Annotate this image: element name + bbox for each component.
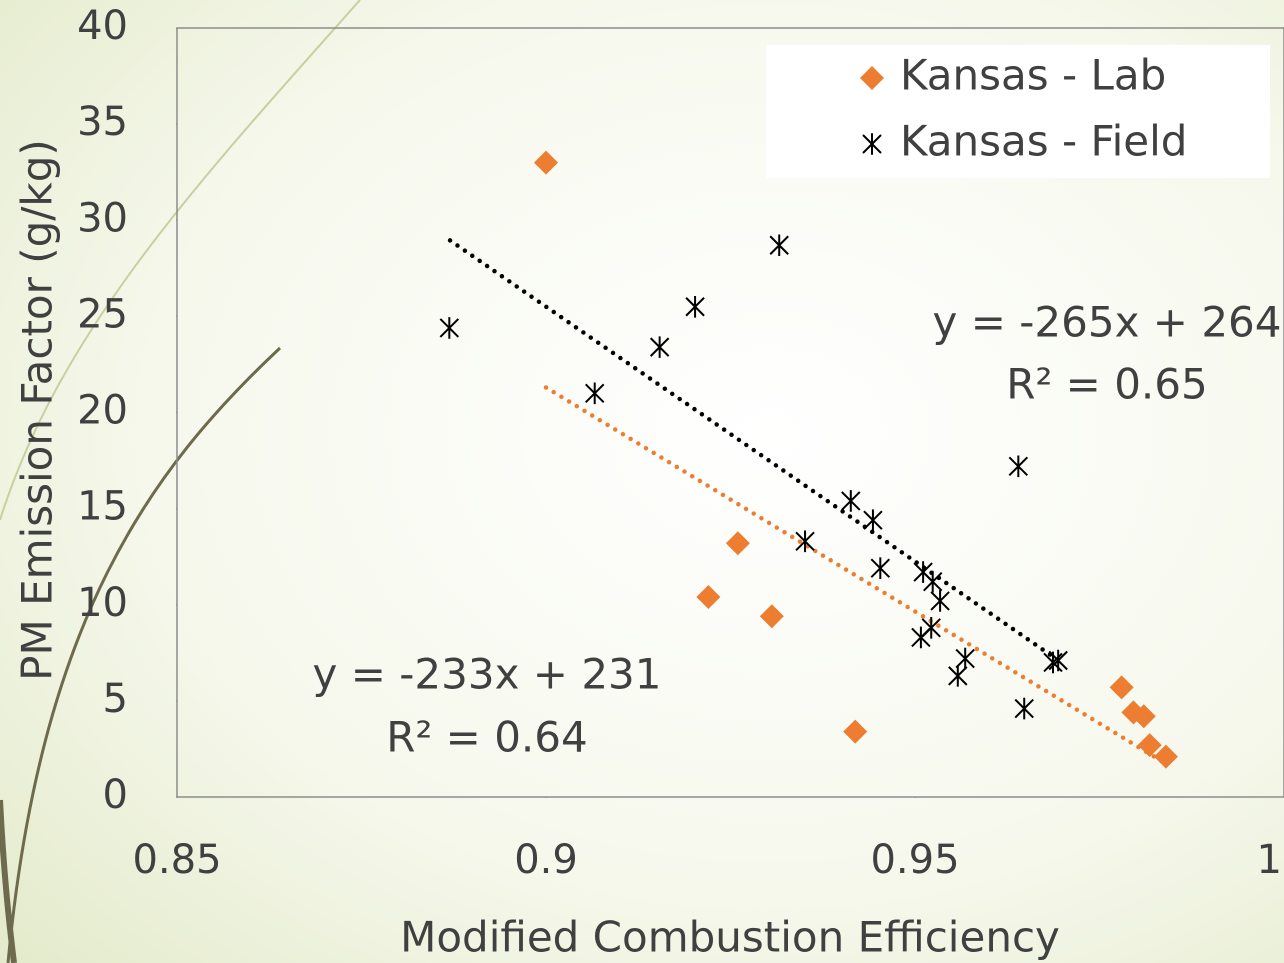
point [1109,675,1134,700]
point [439,317,460,339]
trendline-r2: R² = 0.65 [1006,360,1207,409]
point [795,530,815,553]
x-tick-label: 0.85 [132,837,221,883]
decor-curve [0,799,17,963]
x-tick-label: 1 [1257,837,1282,883]
y-tick-label: 15 [77,484,128,530]
trendline-equation: y = -265x + 264 [933,298,1282,347]
point [921,617,941,639]
point [1153,744,1178,769]
point [955,647,975,670]
point [649,336,670,358]
point [685,295,705,318]
legend-box [766,45,1270,178]
x-axis-title: Modified Combustion Efficiency [400,913,1060,962]
y-tick-label: 25 [77,291,128,337]
point [1008,455,1029,478]
y-tick-label: 5 [103,676,128,722]
point [923,570,943,593]
trendline-equation: y = -233x + 231 [313,650,662,699]
y-tick-label: 40 [77,3,128,49]
point [769,234,789,257]
trendline-r2: R² = 0.64 [386,713,587,762]
y-tick-label: 30 [77,195,128,241]
point [1048,649,1068,672]
legend-label: Kansas - Lab [900,51,1166,100]
point [1131,704,1156,729]
point [863,509,883,531]
legend-label: Kansas - Field [900,117,1187,166]
point [534,150,558,175]
point [948,665,968,687]
decor-curve [0,0,361,521]
point [841,490,861,512]
point [843,719,868,744]
decor-curve [6,346,282,963]
point [725,531,750,556]
legend: Kansas - Lab Kansas - Field [766,45,1270,178]
point [1137,733,1162,758]
legend-marker [862,133,882,155]
y-tick-label: 0 [103,772,128,818]
y-axis-title: PM Emission Factor (g/kg) [13,139,62,681]
trendline [447,238,1058,661]
x-tick-label: 0.9 [514,837,578,883]
y-tick-label: 20 [77,388,128,434]
point [930,590,950,612]
legend-marker [860,66,884,90]
point [585,382,605,405]
point [696,585,721,610]
y-tick-label: 10 [77,580,128,626]
point [759,604,784,629]
y-tick-label: 35 [77,99,128,145]
point [870,557,891,580]
point [1014,697,1034,720]
trendline [543,385,1169,766]
x-tick-label: 0.95 [870,837,959,883]
